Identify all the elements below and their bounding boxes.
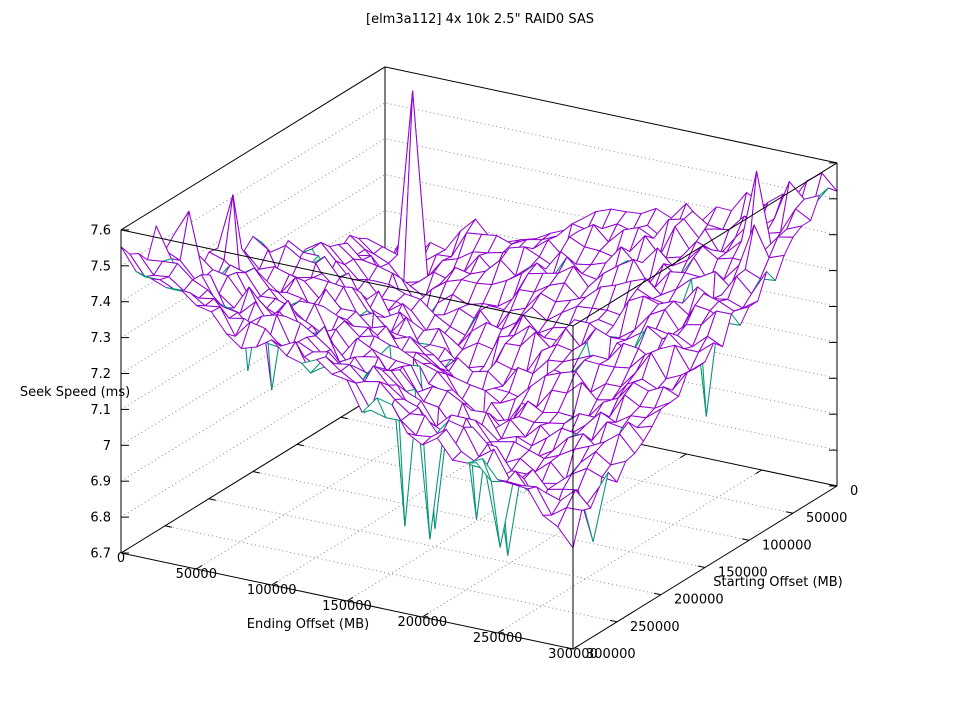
y-tick-label: 100000: [762, 538, 812, 553]
z-tick-label: 7.4: [90, 295, 111, 310]
x-tick-label: 150000: [322, 599, 372, 614]
y-tick-label: 300000: [586, 647, 636, 662]
z-tick-label: 7.1: [90, 403, 111, 418]
z-tick-label: 7.5: [90, 259, 111, 274]
x-tick-label: 250000: [473, 631, 523, 646]
y-axis-label: Starting Offset (MB): [713, 575, 842, 590]
y-tick-label: 150000: [718, 566, 768, 581]
x-axis-label: Ending Offset (MB): [247, 617, 369, 632]
chart-title: [elm3a112] 4x 10k 2.5" RAID0 SAS: [366, 12, 594, 27]
x-tick-label: 200000: [397, 615, 447, 630]
x-tick-label: 300000: [548, 647, 598, 662]
y-tick-label: 0: [850, 484, 858, 499]
z-tick-label: 6.9: [90, 475, 111, 490]
y-tick-label: 50000: [806, 511, 847, 526]
x-tick-label: 0: [117, 551, 125, 566]
y-tick-label: 200000: [674, 593, 724, 608]
z-tick-label: 7.2: [90, 367, 111, 382]
axes-ticks-layer: 6.76.86.977.17.27.37.47.57.6050000100000…: [90, 162, 858, 662]
z-tick-label: 6.7: [90, 547, 111, 562]
z-tick-label: 7.3: [90, 331, 111, 346]
surface-mesh-layer: [120, 90, 838, 556]
x-tick-label: 50000: [176, 567, 217, 582]
y-tick-label: 250000: [630, 620, 680, 635]
x-tick-label: 100000: [247, 583, 297, 598]
z-tick-label: 7: [103, 439, 111, 454]
z-axis-label: Seek Speed (ms): [20, 385, 130, 400]
z-tick-label: 6.8: [90, 511, 111, 526]
z-tick-label: 7.6: [90, 223, 111, 238]
